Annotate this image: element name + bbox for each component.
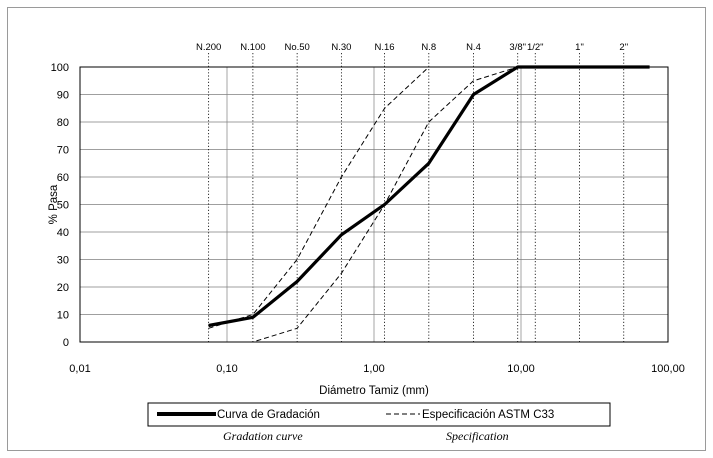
x-tick-label: 1,00 — [363, 363, 384, 375]
sieve-label: 1/2" — [527, 42, 544, 53]
chart-frame — [7, 7, 706, 451]
x-axis-title: Diámetro Tamiz (mm) — [319, 385, 429, 397]
legend-label-specification: Especificación ASTM C33 — [422, 409, 554, 421]
y-tick-label: 10 — [57, 310, 69, 322]
sieve-label: N.30 — [331, 42, 351, 53]
y-tick-label: 90 — [57, 90, 69, 102]
plot-area-border — [79, 66, 669, 343]
y-tick-label: 0 — [63, 337, 69, 349]
y-tick-label: 80 — [57, 117, 69, 129]
legend: Curva de Gradación Especificación ASTM C… — [147, 402, 611, 443]
sieve-label: N.100 — [240, 42, 265, 53]
sieve-label: N.8 — [421, 42, 436, 53]
sieve-label: 3/8" — [509, 42, 526, 53]
sieve-label: 2" — [619, 42, 628, 53]
sieve-labels: N.200 N.100 No.50 N.30 N.16 N.8 N.4 3/8" 1/2" 1" 2… — [196, 42, 628, 53]
x-tick-label: 10,00 — [507, 363, 535, 375]
y-tick-label: 40 — [57, 227, 69, 239]
y-tick-labels: 0 10 20 30 40 50 60 70 80 90 100 — [51, 62, 69, 349]
x-tick-label: 100,00 — [651, 363, 685, 375]
legend-box — [147, 402, 611, 427]
x-tick-label: 0,01 — [69, 363, 90, 375]
sieve-label: N.4 — [466, 42, 481, 53]
x-tick-label: 0,10 — [216, 363, 237, 375]
y-axis-title: % Pasa — [48, 184, 60, 224]
sieve-lines — [208, 53, 625, 342]
legend-sublabel-specification: Specification — [446, 429, 509, 443]
sieve-label: N.200 — [196, 42, 221, 53]
legend-sublabel-gradation: Gradation curve — [223, 429, 303, 443]
y-tick-label: 20 — [57, 282, 69, 294]
y-tick-label: 50 — [57, 200, 69, 212]
sieve-label: N.16 — [375, 42, 395, 53]
x-tick-labels: 0,01 0,10 1,00 10,00 100,00 — [69, 363, 685, 375]
legend-label-gradation: Curva de Gradación — [217, 409, 320, 421]
sieve-label: 1" — [575, 42, 584, 53]
y-tick-label: 70 — [57, 145, 69, 157]
series-line-specification-lower — [208, 66, 518, 343]
y-tick-label: 100 — [51, 62, 69, 74]
series-line-specification-upper — [208, 66, 518, 329]
y-tick-label: 30 — [57, 255, 69, 267]
sieve-label: No.50 — [284, 42, 309, 53]
y-tick-label: 60 — [57, 172, 69, 184]
